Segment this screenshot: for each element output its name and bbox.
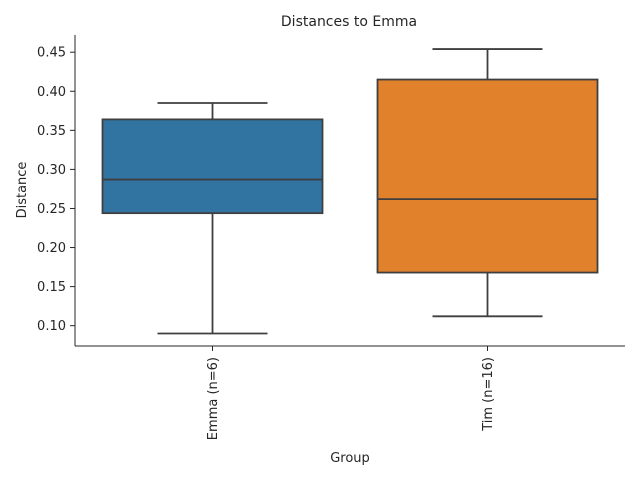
x-tick-label: Tim (n=16) bbox=[481, 357, 496, 432]
plot-area bbox=[101, 48, 599, 335]
box-emma bbox=[101, 102, 324, 335]
box-tim bbox=[376, 48, 599, 318]
y-tick-label: 0.45 bbox=[37, 46, 66, 61]
y-tick-label: 0.30 bbox=[37, 163, 66, 178]
x-tick-label: Emma (n=6) bbox=[206, 357, 221, 440]
chart-title: Distances to Emma bbox=[281, 14, 417, 30]
y-tick-label: 0.35 bbox=[37, 124, 66, 139]
x-axis-label: Group bbox=[330, 451, 370, 466]
y-tick-label: 0.25 bbox=[37, 202, 66, 217]
y-tick-label: 0.20 bbox=[37, 241, 66, 256]
iqr-box bbox=[376, 78, 599, 274]
y-tick-label: 0.15 bbox=[37, 280, 66, 295]
y-axis-label: Distance bbox=[15, 162, 30, 219]
iqr-box bbox=[101, 118, 324, 215]
x-axis-ticks: Emma (n=6) Tim (n=16) bbox=[206, 346, 496, 440]
y-tick-label: 0.10 bbox=[37, 319, 66, 334]
y-axis-ticks: 0.10 0.15 0.20 0.25 0.30 0.35 0.40 0.45 bbox=[37, 46, 75, 334]
y-tick-label: 0.40 bbox=[37, 85, 66, 100]
